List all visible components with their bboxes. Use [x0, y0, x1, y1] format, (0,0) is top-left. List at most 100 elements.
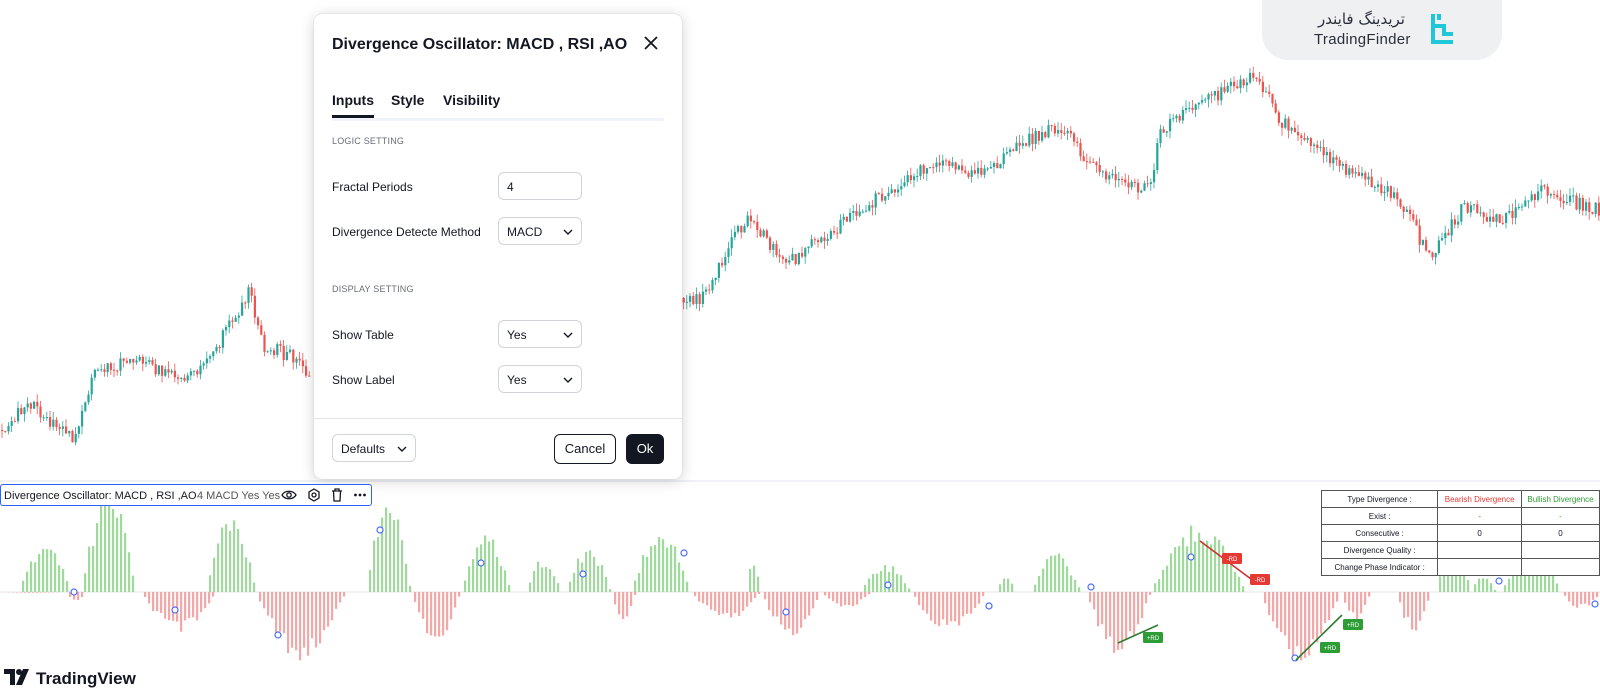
bullish-divergence-line — [1117, 624, 1159, 644]
candle-body — [1386, 186, 1389, 192]
histogram-bar — [426, 592, 429, 634]
histogram-bar — [263, 592, 266, 609]
histogram-bar — [844, 592, 847, 605]
histogram-bar — [1516, 567, 1519, 592]
histogram-bar — [1568, 592, 1571, 602]
tradingview-name: TradingView — [36, 669, 136, 688]
ok-button[interactable]: Ok — [626, 434, 664, 464]
candle-body — [1597, 202, 1600, 216]
candle-body — [1300, 135, 1303, 138]
candle-body — [1415, 219, 1418, 226]
candle-body — [823, 237, 826, 241]
histogram-bar — [746, 592, 749, 607]
histogram-bar — [1364, 592, 1367, 605]
candle-body — [897, 189, 900, 193]
candle-body — [113, 369, 116, 371]
eye-icon[interactable] — [281, 488, 297, 502]
histogram-bar — [1292, 592, 1295, 660]
candle-body — [967, 172, 970, 177]
histogram-bar — [1584, 592, 1587, 604]
show-table-select[interactable]: Yes — [498, 320, 582, 348]
histogram-bar — [1512, 567, 1515, 592]
candle-body — [1316, 144, 1319, 149]
candle-body — [749, 215, 752, 222]
show-label-select[interactable]: Yes — [498, 365, 582, 393]
histogram-bar — [303, 592, 306, 648]
tab-inputs[interactable]: Inputs — [332, 92, 374, 118]
bearish-divergence-label: -RD — [1227, 557, 1238, 563]
defaults-dropdown[interactable]: Defaults — [332, 434, 416, 462]
histogram-bar — [1050, 555, 1053, 592]
pivot-marker — [274, 631, 282, 639]
candle-body — [1015, 142, 1018, 151]
candle-body — [951, 162, 954, 167]
histogram-bar — [930, 592, 933, 621]
candle-body — [65, 426, 68, 434]
histogram-bar — [58, 565, 61, 592]
histogram-bar — [573, 572, 576, 592]
candle-body — [1457, 221, 1460, 225]
candle-body — [826, 238, 829, 241]
histogram-bar — [422, 592, 425, 619]
close-icon[interactable] — [643, 35, 659, 51]
histogram-bar — [458, 592, 461, 597]
candle-body — [1185, 108, 1188, 110]
candle-body — [100, 369, 103, 371]
candle-body — [1402, 206, 1405, 212]
candle-body — [1082, 156, 1085, 162]
candle-body — [919, 165, 922, 177]
divergence-method-select[interactable]: MACD — [498, 217, 582, 245]
histogram-bar — [96, 523, 99, 592]
candle-body — [829, 231, 832, 239]
settings-icon[interactable] — [307, 488, 321, 502]
candle-body — [87, 394, 90, 403]
candle-body — [1450, 219, 1453, 236]
histogram-bar — [764, 592, 767, 600]
candle-body — [257, 317, 260, 326]
candle-body — [1460, 204, 1463, 222]
candle-body — [794, 253, 797, 265]
cancel-button[interactable]: Cancel — [554, 434, 616, 464]
histogram-bar — [1288, 592, 1291, 650]
histogram-bar — [172, 592, 175, 621]
histogram-bar — [749, 568, 752, 592]
histogram-bar — [1399, 592, 1402, 603]
candle-body — [164, 369, 167, 376]
dialog-tabs: Inputs Style Visibility — [332, 78, 664, 121]
candle-body — [196, 370, 199, 375]
histogram-bar — [772, 592, 775, 617]
candle-body — [1354, 172, 1357, 174]
candle-body — [769, 237, 772, 250]
candle-body — [1489, 216, 1492, 222]
histogram-bar — [1101, 592, 1104, 625]
histogram-bar — [77, 592, 80, 601]
candle-body — [1271, 93, 1274, 104]
histogram-bar — [593, 556, 596, 592]
tab-style[interactable]: Style — [391, 92, 425, 108]
histogram-bar — [686, 581, 689, 592]
fractal-periods-input[interactable]: 4 — [498, 172, 582, 200]
candle-body — [1367, 176, 1370, 180]
more-icon[interactable] — [353, 488, 367, 502]
candle-body — [1044, 132, 1047, 138]
pivot-marker — [884, 581, 892, 589]
histogram-bar — [1415, 592, 1418, 631]
candle-body — [1581, 197, 1584, 211]
trash-icon[interactable] — [331, 488, 343, 502]
candle-body — [1473, 204, 1476, 206]
tab-visibility[interactable]: Visibility — [443, 92, 501, 108]
indicator-legend[interactable]: Divergence Oscillator: MACD , RSI ,AO 4 … — [0, 484, 372, 506]
candle-body — [964, 170, 967, 173]
candle-body — [1495, 214, 1498, 222]
histogram-bar — [856, 592, 859, 605]
histogram-bar — [796, 592, 799, 634]
candle-body — [273, 350, 276, 355]
histogram-bar — [1467, 579, 1470, 592]
histogram-bar — [812, 592, 815, 609]
candle-body — [887, 193, 890, 197]
histogram-bar — [430, 592, 433, 636]
candle-body — [733, 231, 736, 238]
candle-body — [1578, 197, 1581, 210]
candle-body — [817, 240, 820, 243]
